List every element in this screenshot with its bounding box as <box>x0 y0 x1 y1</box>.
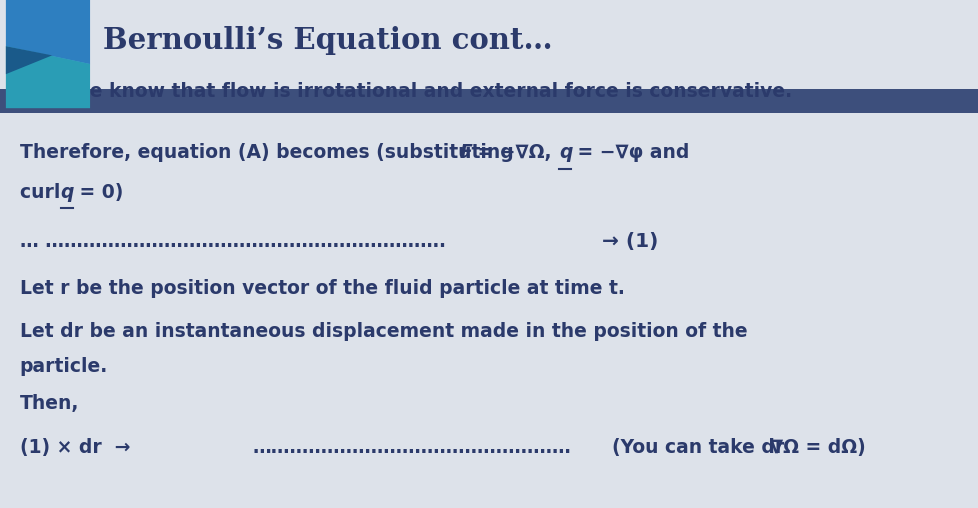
Text: Now we know that flow is irrotational and external force is conservative.: Now we know that flow is irrotational an… <box>20 82 791 101</box>
Text: → (1): → (1) <box>601 232 658 251</box>
Text: Let dr be an instantaneous displacement made in the position of the: Let dr be an instantaneous displacement … <box>20 322 746 341</box>
Text: ∇Ω = dΩ): ∇Ω = dΩ) <box>769 437 865 457</box>
Text: F: F <box>460 143 472 162</box>
Text: particle.: particle. <box>20 357 108 376</box>
Text: Let r be the position vector of the fluid particle at time t.: Let r be the position vector of the flui… <box>20 278 624 298</box>
Text: (You can take dr: (You can take dr <box>611 437 790 457</box>
Text: = −∇Ω,: = −∇Ω, <box>470 143 563 162</box>
Text: q: q <box>61 182 74 202</box>
Text: Therefore, equation (A) becomes (substituting: Therefore, equation (A) becomes (substit… <box>20 143 519 162</box>
Bar <box>0 0 978 89</box>
Text: ……………………………………………: …………………………………………… <box>252 437 571 457</box>
Text: = −∇φ and: = −∇φ and <box>570 143 689 162</box>
Polygon shape <box>6 0 90 108</box>
Text: = 0): = 0) <box>72 182 123 202</box>
Polygon shape <box>6 46 90 108</box>
Text: Then,: Then, <box>20 394 79 414</box>
Text: Bernoulli’s Equation cont…: Bernoulli’s Equation cont… <box>103 26 552 55</box>
Polygon shape <box>6 46 52 74</box>
Polygon shape <box>6 0 90 64</box>
Bar <box>0 89 978 113</box>
Text: curl: curl <box>20 182 67 202</box>
Text: q: q <box>558 143 572 162</box>
Text: (1) × dr  →: (1) × dr → <box>20 437 130 457</box>
Text: … ……………………………………………………….: … ………………………………………………………. <box>20 232 445 251</box>
